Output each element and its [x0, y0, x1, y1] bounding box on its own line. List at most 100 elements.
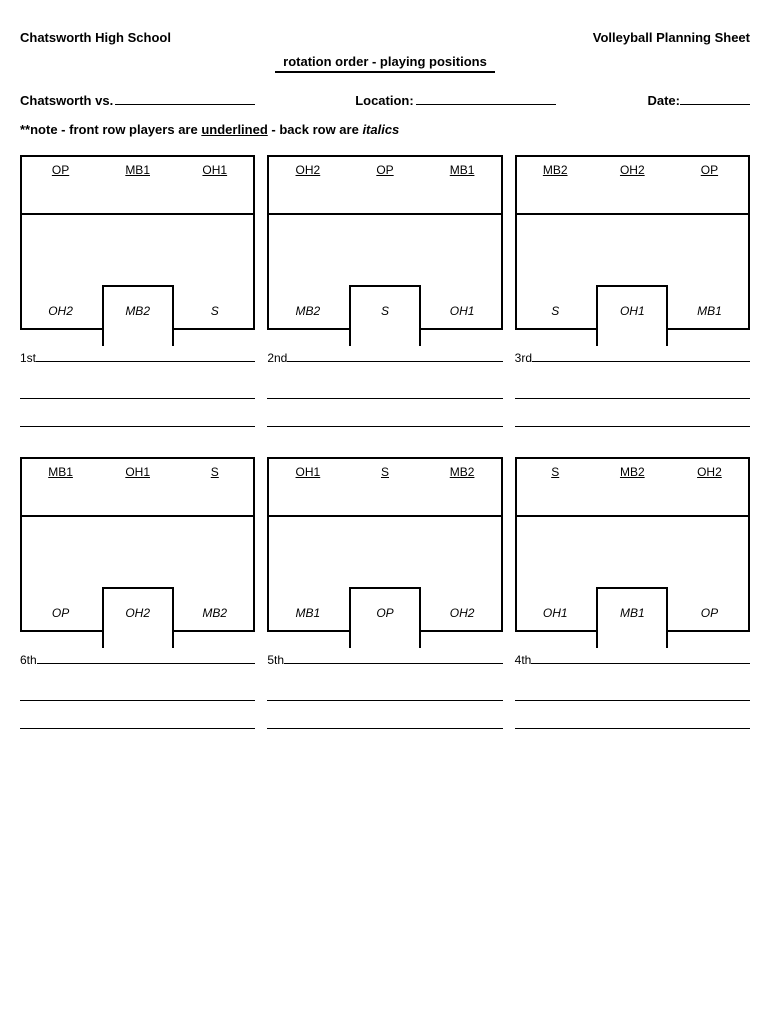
team-label: Chatsworth vs.: [20, 93, 113, 108]
note-rule[interactable]: [20, 413, 255, 427]
rotation-label: 2nd: [267, 351, 287, 365]
back-position: MB2: [177, 606, 253, 620]
back-position: OP: [347, 606, 423, 620]
back-position: MB1: [270, 606, 346, 620]
back-row: OPOH2MB2: [22, 606, 253, 620]
front-position: S: [517, 465, 593, 479]
note-rule[interactable]: [20, 715, 255, 729]
back-position: S: [517, 304, 593, 318]
court-diagram: OPMB1OH1 OH2MB2S: [20, 155, 255, 330]
serve-extension-lines: [349, 328, 421, 346]
rotation-grid: OPMB1OH1OH2MB2S1stOH2OPMB1MB2SOH12ndMB2O…: [20, 155, 750, 729]
date-label: Date:: [647, 93, 680, 108]
back-position: OH2: [100, 606, 176, 620]
back-position: S: [347, 304, 423, 318]
rotation-label-rule[interactable]: [532, 350, 750, 362]
back-position: OH1: [517, 606, 593, 620]
sheet-title: Volleyball Planning Sheet: [593, 30, 750, 45]
net-line: [22, 213, 253, 215]
rotation-label-line: 2nd: [267, 350, 502, 365]
front-row: OPMB1OH1: [22, 163, 253, 177]
front-position: MB1: [22, 465, 98, 479]
info-row: Chatsworth vs. Location: Date:: [20, 91, 750, 108]
court-diagram: MB2OH2OP SOH1MB1: [515, 155, 750, 330]
school-name: Chatsworth High School: [20, 30, 171, 45]
back-row: SOH1MB1: [517, 304, 748, 318]
location-block: Location:: [355, 91, 556, 108]
back-position: MB1: [671, 304, 747, 318]
front-row: MB2OH2OP: [517, 163, 748, 177]
rotation-cell: SMB2OH2OH1MB1OP 4th: [515, 457, 750, 729]
rotation-cell: OPMB1OH1 OH2MB2S 1st: [20, 155, 255, 427]
subtitle: rotation order - playing positions: [275, 54, 495, 73]
note-rule[interactable]: [20, 687, 255, 701]
location-blank[interactable]: [416, 91, 556, 105]
front-position: OH1: [270, 465, 346, 479]
front-position: OH2: [594, 163, 670, 177]
rotation-label-rule[interactable]: [36, 350, 255, 362]
back-position: OH2: [424, 606, 500, 620]
front-position: OP: [22, 163, 98, 177]
rotation-label-line: 1st: [20, 350, 255, 365]
rotation-cell: MB2OH2OP SOH1MB1 3rd: [515, 155, 750, 427]
back-row: OH2MB2S: [22, 304, 253, 318]
note-underlined: underlined: [201, 122, 267, 137]
front-position: OH1: [100, 465, 176, 479]
court-diagram: SMB2OH2OH1MB1OP: [515, 457, 750, 632]
rotation-label: 1st: [20, 351, 36, 365]
front-position: OP: [671, 163, 747, 177]
date-blank[interactable]: [680, 91, 750, 105]
note-rule[interactable]: [267, 687, 502, 701]
back-row: OH1MB1OP: [517, 606, 748, 620]
court-diagram: MB1OH1S OPOH2MB2: [20, 457, 255, 632]
header-row: Chatsworth High School Volleyball Planni…: [20, 30, 750, 45]
note-prefix: **note - front row players are: [20, 122, 201, 137]
back-row: MB1OPOH2: [269, 606, 500, 620]
note-rule[interactable]: [267, 715, 502, 729]
court-diagram: OH2OPMB1 MB2SOH1: [267, 155, 502, 330]
rotation-label: 6th: [20, 653, 37, 667]
back-position: OH1: [424, 304, 500, 318]
note-rule[interactable]: [515, 413, 750, 427]
note-rule[interactable]: [20, 385, 255, 399]
serve-extension-lines: [102, 630, 174, 648]
rotation-label-rule[interactable]: [37, 652, 256, 664]
back-position: OH2: [22, 304, 98, 318]
front-position: MB1: [100, 163, 176, 177]
note-rule[interactable]: [267, 413, 502, 427]
court-diagram: OH1SMB2 MB1OPOH2: [267, 457, 502, 632]
rotation-label-line: 3rd: [515, 350, 750, 365]
front-row: MB1OH1S: [22, 465, 253, 479]
vs-blank[interactable]: [115, 91, 255, 105]
serve-extension-lines: [596, 328, 668, 346]
rotation-label-rule[interactable]: [284, 652, 503, 664]
serve-extension-lines: [349, 630, 421, 648]
rotation-label-rule[interactable]: [531, 652, 750, 664]
front-position: S: [347, 465, 423, 479]
rotation-cell: OH2OPMB1 MB2SOH1 2nd: [267, 155, 502, 427]
back-position: MB2: [100, 304, 176, 318]
front-position: MB2: [594, 465, 670, 479]
note-rule[interactable]: [515, 687, 750, 701]
note-rule[interactable]: [515, 385, 750, 399]
rotation-cell: OH1SMB2MB1OPOH25th: [267, 457, 502, 729]
note-italic: italics: [362, 122, 399, 137]
net-line: [22, 515, 253, 517]
rotation-label: 4th: [515, 653, 532, 667]
note-rule[interactable]: [515, 715, 750, 729]
date-block: Date:: [647, 91, 750, 108]
back-position: MB1: [594, 606, 670, 620]
back-position: OH1: [594, 304, 670, 318]
front-row: OH2OPMB1: [269, 163, 500, 177]
net-line: [517, 515, 748, 517]
net-line: [269, 213, 500, 215]
front-position: MB2: [517, 163, 593, 177]
note-rule[interactable]: [267, 385, 502, 399]
front-position: MB2: [424, 465, 500, 479]
front-position: OH2: [270, 163, 346, 177]
back-row: MB2SOH1: [269, 304, 500, 318]
serve-extension-lines: [102, 328, 174, 346]
note-middle: - back row are: [268, 122, 363, 137]
front-position: OP: [347, 163, 423, 177]
rotation-label-rule[interactable]: [287, 350, 502, 362]
